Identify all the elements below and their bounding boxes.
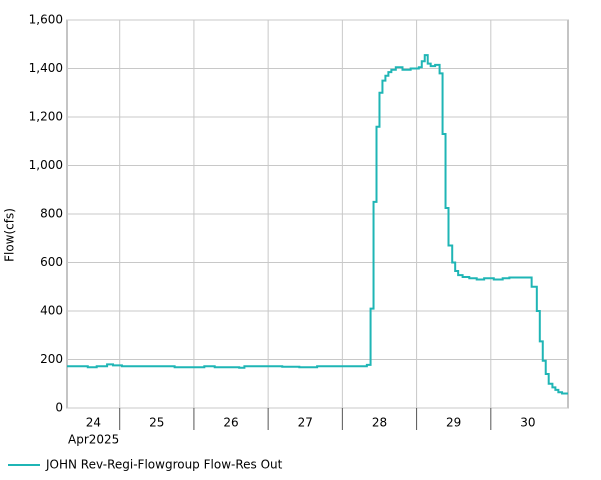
y-tick-label: 1,000 xyxy=(29,158,63,172)
series-line xyxy=(67,54,568,395)
x-tick-label: 30 xyxy=(520,416,535,430)
y-tick-label: 400 xyxy=(40,304,63,318)
x-tick-label: 29 xyxy=(446,416,461,430)
y-tick-label: 1,400 xyxy=(29,61,63,75)
y-tick-label: 1,600 xyxy=(29,13,63,27)
y-tick-label: 1,200 xyxy=(29,110,63,124)
y-tick-label: 0 xyxy=(55,401,63,415)
y-tick-label: 200 xyxy=(40,352,63,366)
legend-label: JOHN Rev-Regi-Flowgroup Flow-Res Out xyxy=(45,458,283,472)
x-tick-label: 25 xyxy=(149,416,164,430)
x-axis-sublabel: Apr2025 xyxy=(68,433,119,447)
y-tick-label: 600 xyxy=(40,255,63,269)
y-tick-label: 800 xyxy=(40,207,63,221)
x-tick-label: 24 xyxy=(86,416,101,430)
y-axis-title: Flow(cfs) xyxy=(3,208,17,262)
x-tick-label: 28 xyxy=(372,416,387,430)
x-tick-label: 26 xyxy=(223,416,238,430)
x-tick-label: 27 xyxy=(298,416,313,430)
